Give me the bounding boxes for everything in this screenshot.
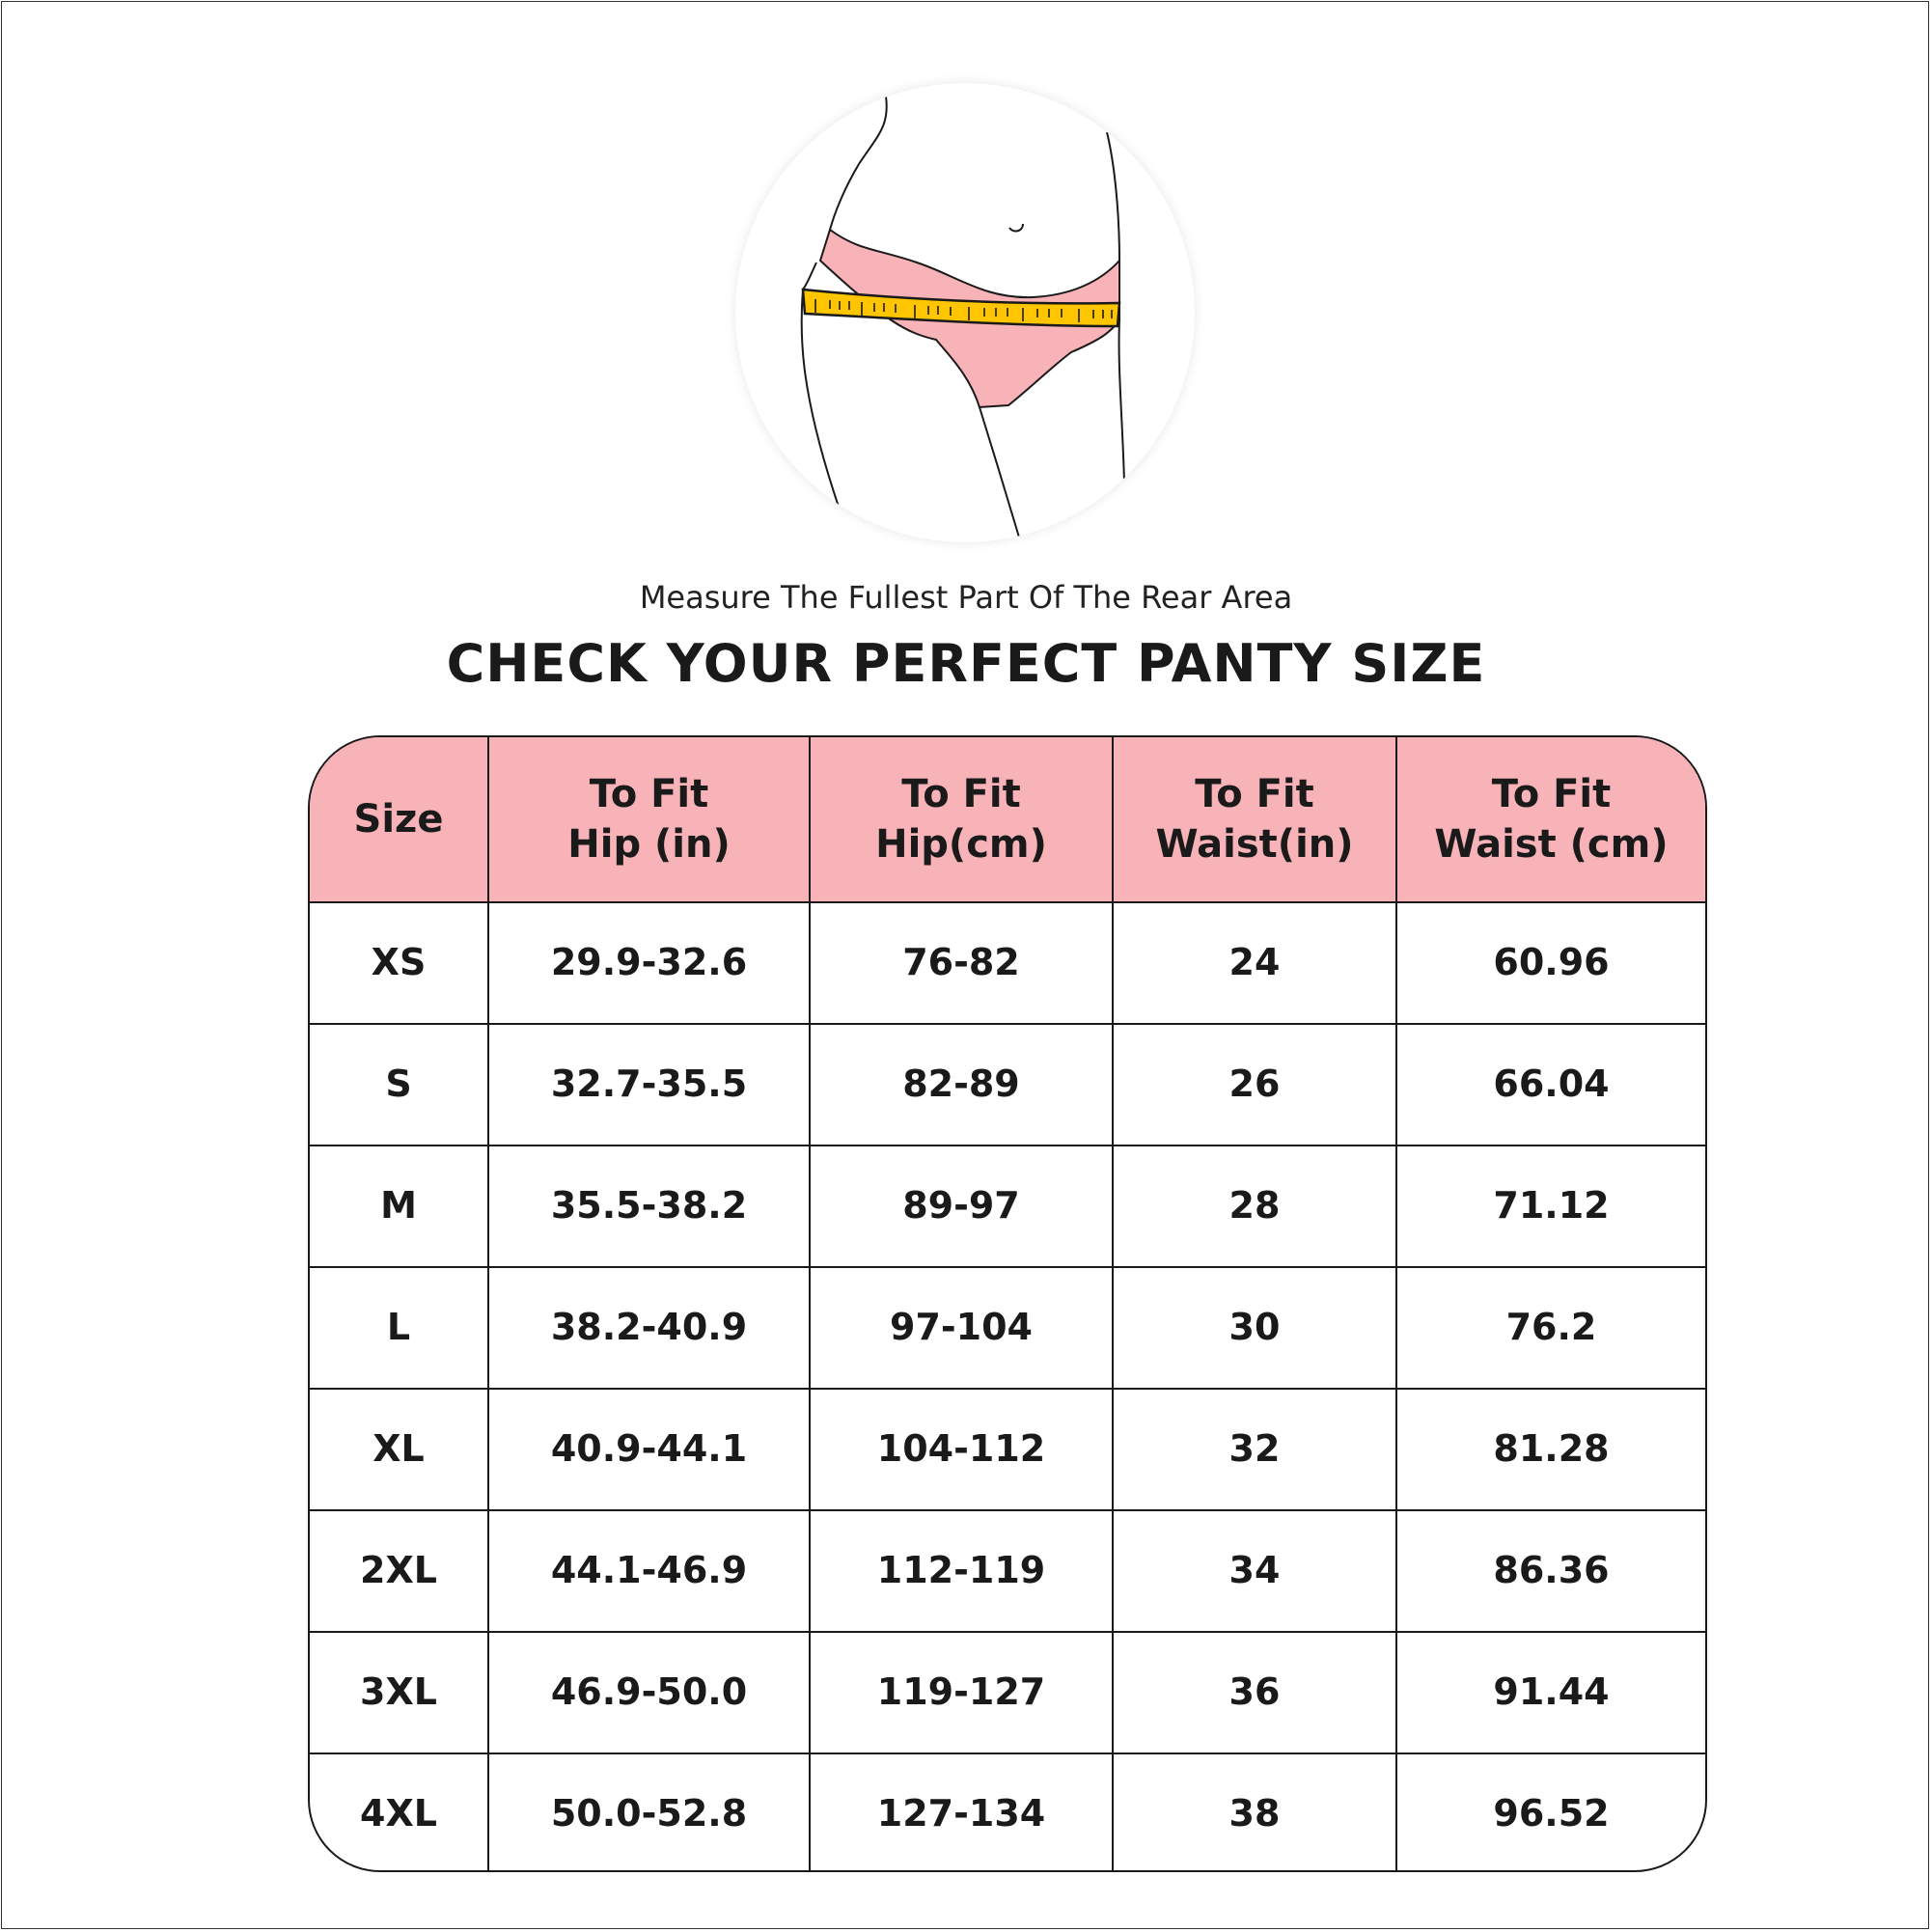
cell-waist-cm: 71.12 [1395,1146,1705,1266]
header-line1: To Fit [589,772,709,816]
cell-waist-cm: 66.04 [1395,1025,1705,1145]
header-line2: Waist(in) [1155,822,1354,867]
header-waist-in: To Fit Waist(in) [1112,737,1395,901]
cell-waist-in: 32 [1112,1390,1395,1509]
cell-size: 3XL [360,1670,437,1714]
page-title: CHECK YOUR PERFECT PANTY SIZE [446,633,1486,694]
cell-size: 2XL [360,1549,437,1592]
cell-size: M [380,1184,417,1228]
table-row: L 38.2-40.9 97-104 30 76.2 [310,1266,1705,1388]
cell-waist-cm: 60.96 [1395,903,1705,1023]
cell-hip-cm: 82-89 [809,1025,1112,1145]
cell-size: XS [371,941,427,984]
hip-measurement-illustration [724,71,1206,554]
cell-size: S [385,1063,412,1106]
header-waist-cm: To Fit Waist (cm) [1395,737,1705,901]
cell-waist-in: 26 [1112,1025,1395,1145]
header-hip-in: To Fit Hip (in) [487,737,809,901]
cell-hip-cm: 127-134 [809,1754,1112,1870]
header-text: Size [353,797,444,842]
table-row: XS 29.9-32.6 76-82 24 60.96 [310,901,1705,1023]
table-row: 4XL 50.0-52.8 127-134 38 96.52 [310,1753,1705,1870]
cell-waist-cm: 86.36 [1395,1511,1705,1631]
cell-hip-cm: 104-112 [809,1390,1112,1509]
table-row: 2XL 44.1-46.9 112-119 34 86.36 [310,1509,1705,1631]
size-chart-table: Size To Fit Hip (in) To Fit Hip(cm) To Fit… [308,735,1707,1872]
measurement-instruction: Measure The Fullest Part Of The Rear Are… [639,579,1293,616]
table-row: M 35.5-38.2 89-97 28 71.12 [310,1145,1705,1266]
cell-waist-in: 24 [1112,903,1395,1023]
cell-hip-in: 46.9-50.0 [487,1633,809,1753]
header-line1: To Fit [1195,772,1314,816]
header-size: Size [310,737,487,901]
cell-size: L [386,1306,411,1349]
table-row: 3XL 46.9-50.0 119-127 36 91.44 [310,1631,1705,1753]
cell-hip-cm: 97-104 [809,1268,1112,1388]
cell-waist-cm: 96.52 [1395,1754,1705,1870]
cell-waist-in: 38 [1112,1754,1395,1870]
cell-waist-cm: 76.2 [1395,1268,1705,1388]
header-hip-cm: To Fit Hip(cm) [809,737,1112,901]
cell-waist-cm: 91.44 [1395,1633,1705,1753]
cell-hip-in: 29.9-32.6 [487,903,809,1023]
table-row: S 32.7-35.5 82-89 26 66.04 [310,1023,1705,1145]
cell-hip-cm: 76-82 [809,903,1112,1023]
header-line1: To Fit [901,772,1021,816]
header-line2: Hip (in) [567,822,731,867]
cell-hip-in: 35.5-38.2 [487,1146,809,1266]
cell-hip-in: 38.2-40.9 [487,1268,809,1388]
cell-hip-in: 40.9-44.1 [487,1390,809,1509]
cell-hip-in: 44.1-46.9 [487,1511,809,1631]
cell-hip-cm: 89-97 [809,1146,1112,1266]
cell-hip-in: 50.0-52.8 [487,1754,809,1870]
cell-hip-in: 32.7-35.5 [487,1025,809,1145]
cell-waist-cm: 81.28 [1395,1390,1705,1509]
cell-waist-in: 34 [1112,1511,1395,1631]
header-line2: Waist (cm) [1434,822,1669,867]
table-body: XS 29.9-32.6 76-82 24 60.96 S 32.7-35.5 82-89 26… [310,901,1705,1870]
cell-size: XL [373,1427,425,1471]
cell-hip-cm: 119-127 [809,1633,1112,1753]
cell-waist-in: 30 [1112,1268,1395,1388]
cell-size: 4XL [360,1792,437,1835]
table-row: XL 40.9-44.1 104-112 32 81.28 [310,1388,1705,1509]
header-line1: To Fit [1491,772,1612,816]
table-header-row: Size To Fit Hip (in) To Fit Hip(cm) To Fit… [310,737,1705,901]
cell-waist-in: 36 [1112,1633,1395,1753]
cell-waist-in: 28 [1112,1146,1395,1266]
cell-hip-cm: 112-119 [809,1511,1112,1631]
header-line2: Hip(cm) [875,822,1047,867]
